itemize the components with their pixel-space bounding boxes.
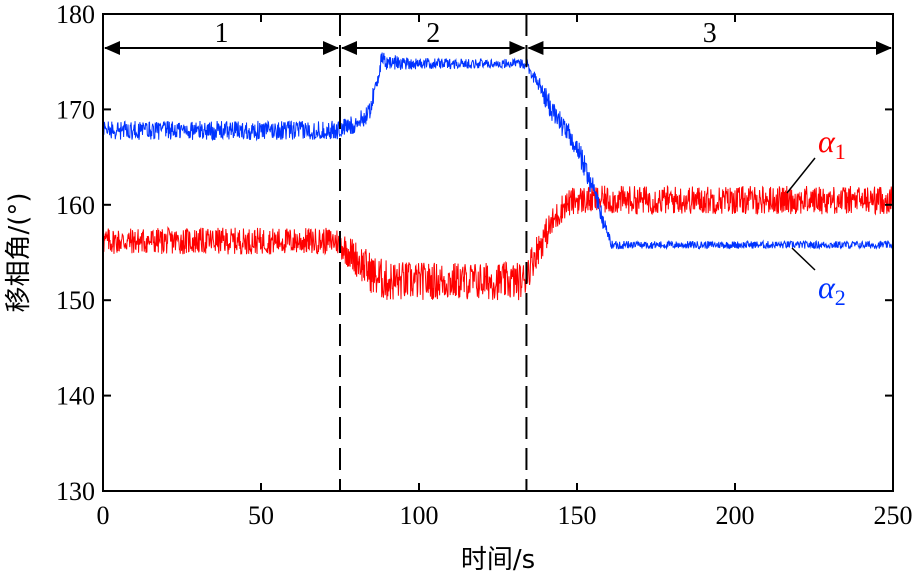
region-label: 2 <box>426 18 440 49</box>
series-layer <box>102 52 894 301</box>
y-tick-label: 140 <box>56 382 95 411</box>
x-tick-label: 50 <box>248 501 274 530</box>
region-layer: 1 2 3 <box>104 14 892 491</box>
region-arrow-head-right <box>323 41 339 55</box>
region-arrow-head-left <box>527 41 544 55</box>
tick-layer: 0 50 100 150 200 250 130 140 150 160 170 180 <box>56 0 913 530</box>
y-tick-label: 160 <box>56 191 95 220</box>
series-label-base: α <box>818 269 836 305</box>
series-label: α1 <box>818 123 846 164</box>
x-tick-label: 200 <box>716 501 755 530</box>
y-tick-label: 170 <box>56 95 95 124</box>
region-arrow-head-left <box>341 41 357 55</box>
series-line-α1 <box>102 184 894 301</box>
region-arrow-head-left <box>104 41 120 55</box>
region-arrow-head-right <box>509 41 526 55</box>
region-label: 1 <box>215 18 229 49</box>
x-tick-label: 150 <box>558 501 597 530</box>
region-arrow-head-right <box>876 41 892 55</box>
y-tick-label: 150 <box>56 286 95 315</box>
series-label: α2 <box>818 269 846 310</box>
series-leader-line <box>786 157 816 194</box>
region-label: 3 <box>703 18 717 49</box>
series-leader-line <box>791 247 816 271</box>
series-label-subscript: 1 <box>835 139 846 164</box>
x-axis-title: 时间/s <box>461 545 535 575</box>
series-label-base: α <box>818 123 836 159</box>
y-tick-label: 130 <box>56 477 95 506</box>
series-line-α2 <box>102 52 894 250</box>
series-label-subscript: 2 <box>835 285 846 310</box>
y-axis-title: 移相角/(°) <box>4 192 34 312</box>
x-tick-label: 100 <box>400 501 439 530</box>
x-tick-label: 0 <box>97 501 110 530</box>
plot-frame <box>102 13 894 492</box>
x-tick-label: 250 <box>874 501 913 530</box>
y-tick-label: 180 <box>56 0 95 29</box>
